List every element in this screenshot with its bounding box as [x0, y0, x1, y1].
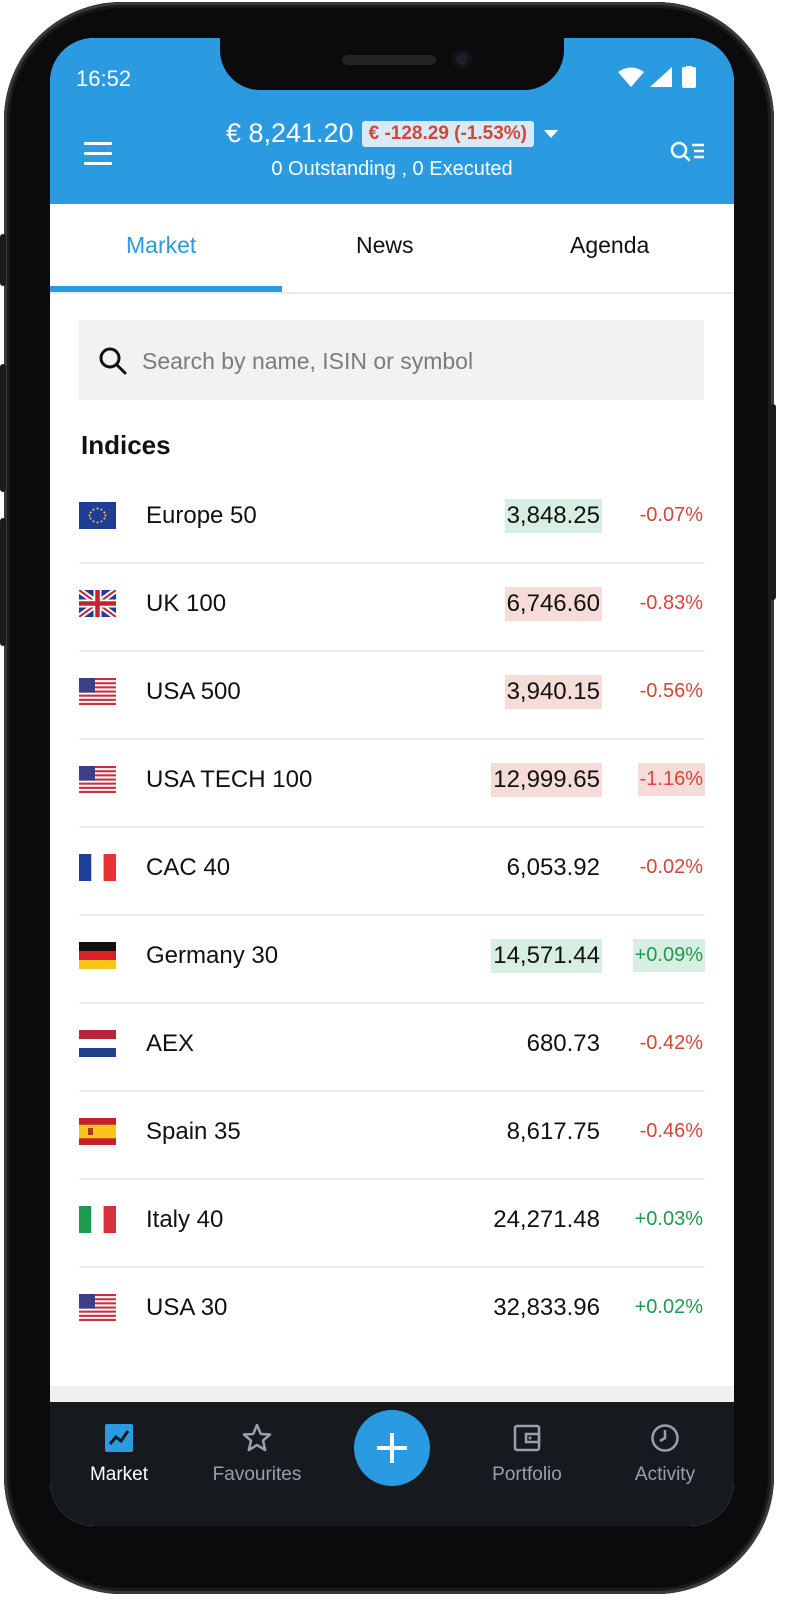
index-change: -0.83%: [639, 592, 703, 614]
account-summary[interactable]: € 8,241.20 € -128.29 (-1.53%): [50, 118, 734, 149]
nav-favourites[interactable]: Favourites: [188, 1402, 326, 1526]
index-row-usa-30[interactable]: USA 30 32,833.96 +0.02%: [79, 1266, 705, 1354]
nav-label: Favourites: [212, 1464, 302, 1485]
nav-label: Market: [89, 1464, 149, 1485]
index-name: USA TECH 100: [146, 766, 313, 793]
index-price: 3,848.25: [504, 499, 602, 533]
power-button: [770, 404, 776, 600]
pl-badge: € -128.29 (-1.53%): [361, 120, 535, 147]
earpiece-speaker: [342, 55, 436, 65]
spain-flag-icon: [79, 1118, 116, 1145]
nav-label: Activity: [634, 1464, 696, 1485]
volume-down-button: [0, 518, 6, 646]
mute-switch: [0, 234, 6, 286]
tab-indicator: [50, 286, 282, 292]
clock-icon: [651, 1424, 679, 1452]
index-change: +0.03%: [634, 1208, 703, 1230]
list-footer-divider: [50, 1386, 734, 1402]
wallet-icon: [513, 1424, 541, 1452]
orders-summary: 0 Outstanding , 0 Executed: [271, 158, 513, 180]
search-list-icon[interactable]: [670, 140, 706, 164]
us-flag-icon: [79, 766, 116, 793]
index-row-europe-50[interactable]: Europe 50 3,848.25 -0.07%: [79, 474, 705, 564]
index-price: 6,746.60: [504, 587, 602, 621]
index-name: USA 500: [146, 678, 241, 705]
index-name: UK 100: [146, 590, 227, 617]
index-row-usa-500[interactable]: USA 500 3,940.15 -0.56%: [79, 650, 705, 740]
index-row-cac-40[interactable]: CAC 40 6,053.92 -0.02%: [79, 826, 705, 916]
index-price: 3,940.15: [504, 675, 602, 709]
tab-market[interactable]: Market: [126, 232, 197, 258]
phone-notch: [220, 38, 564, 90]
france-flag-icon: [79, 854, 116, 881]
index-row-aex[interactable]: AEX 680.73 -0.42%: [79, 1002, 705, 1092]
index-price: 12,999.65: [491, 763, 602, 797]
nav-activity[interactable]: Activity: [596, 1402, 734, 1526]
search-input[interactable]: [140, 320, 684, 402]
nav-label: Portfolio: [492, 1464, 562, 1485]
index-change: +0.02%: [634, 1296, 703, 1318]
status-time: 16:52: [76, 66, 132, 91]
chart-icon: [105, 1424, 133, 1452]
battery-icon: [682, 67, 696, 88]
plus-icon: [377, 1433, 407, 1463]
italy-flag-icon: [79, 1206, 116, 1233]
index-price: 8,617.75: [506, 1118, 600, 1145]
us-flag-icon: [79, 678, 116, 705]
indices-heading: Indices: [81, 430, 171, 460]
index-change: -0.56%: [639, 680, 703, 702]
index-change: -0.46%: [639, 1120, 703, 1142]
bottom-navigation: Market Favourites Port: [50, 1402, 734, 1526]
dropdown-caret-icon[interactable]: [544, 129, 559, 138]
index-row-spain-35[interactable]: Spain 35 8,617.75 -0.46%: [79, 1090, 705, 1180]
front-camera: [452, 49, 472, 69]
eu-flag-icon: [79, 502, 116, 529]
index-row-usa-tech-100[interactable]: USA TECH 100 12,999.65 -1.16%: [79, 738, 705, 828]
index-name: CAC 40: [146, 854, 231, 881]
netherlands-flag-icon: [79, 1030, 116, 1057]
volume-up-button: [0, 364, 6, 492]
index-name: Europe 50: [146, 502, 257, 529]
signal-icon: [650, 67, 672, 87]
search-box[interactable]: [78, 320, 704, 402]
index-price: 24,271.48: [493, 1206, 600, 1233]
index-price: 6,053.92: [506, 854, 600, 881]
status-icons: [618, 66, 696, 88]
index-change: -0.02%: [639, 856, 703, 878]
wifi-icon: [618, 67, 644, 87]
germany-flag-icon: [79, 942, 116, 969]
index-change: -1.16%: [637, 763, 705, 796]
app-header: 16:52 € 8,241.20 € -128.29 (-1.53%) 0 Out…: [50, 38, 734, 204]
index-name: Spain 35: [146, 1118, 241, 1145]
account-balance: € 8,241.20: [225, 118, 354, 148]
index-name: Germany 30: [146, 942, 279, 969]
search-icon: [99, 347, 127, 375]
index-row-uk-100[interactable]: UK 100 6,746.60 -0.83%: [79, 562, 705, 652]
index-name: USA 30: [146, 1294, 228, 1321]
index-name: AEX: [146, 1030, 195, 1057]
us-flag-icon: [79, 1294, 116, 1321]
index-row-germany-30[interactable]: Germany 30 14,571.44 +0.09%: [79, 914, 705, 1004]
tab-agenda[interactable]: Agenda: [570, 232, 650, 258]
star-icon: [242, 1423, 272, 1452]
index-change: -0.42%: [639, 1032, 703, 1054]
uk-flag-icon: [79, 590, 116, 617]
app-screen: 16:52 € 8,241.20 € -128.29 (-1.53%) 0 Out…: [50, 38, 734, 1526]
index-row-italy-40[interactable]: Italy 40 24,271.48 +0.03%: [79, 1178, 705, 1268]
index-price: 680.73: [526, 1030, 600, 1057]
tab-bar: Market News Agenda: [50, 204, 734, 294]
index-price: 14,571.44: [491, 939, 602, 973]
index-change: +0.09%: [632, 939, 705, 972]
new-order-button[interactable]: [354, 1410, 430, 1486]
index-name: Italy 40: [146, 1206, 224, 1233]
phone-frame: 16:52 € 8,241.20 € -128.29 (-1.53%) 0 Out…: [0, 2, 776, 1594]
nav-market[interactable]: Market: [50, 1402, 188, 1526]
hamburger-menu-icon[interactable]: [84, 142, 112, 165]
nav-portfolio[interactable]: Portfolio: [458, 1402, 596, 1526]
index-change: -0.07%: [639, 504, 703, 526]
index-price: 32,833.96: [493, 1294, 600, 1321]
tab-news[interactable]: News: [356, 232, 414, 258]
